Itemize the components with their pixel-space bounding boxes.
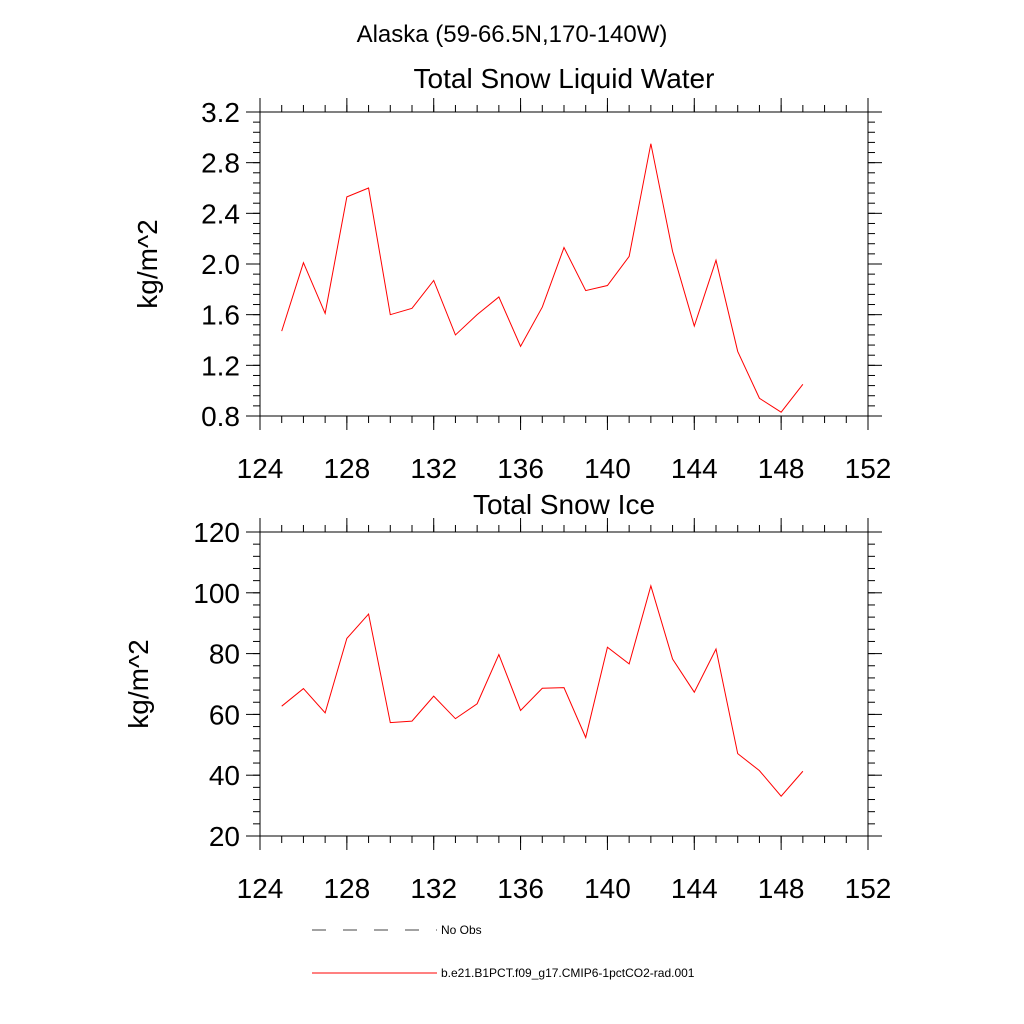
x-tick-label: 148 — [758, 873, 805, 904]
y-tick-label: 100 — [193, 578, 240, 609]
chart-panel-1: Total Snow Liquid Water 124 128 132 136 140 14… — [132, 63, 891, 484]
y-tick-label: 40 — [209, 760, 240, 791]
x-tick-label: 132 — [410, 873, 457, 904]
series-line-1 — [281, 583, 804, 797]
figure-title: Alaska (59-66.5N,170-140W) — [357, 21, 668, 48]
chart-title: Total Snow Liquid Water — [414, 63, 715, 94]
x-tick-label: 124 — [237, 873, 284, 904]
y-tick-label: 2.8 — [201, 148, 240, 179]
x-tick-label: 128 — [323, 873, 370, 904]
y-axis-label: kg/m^2 — [123, 639, 154, 728]
chart-title: Total Snow Ice — [473, 489, 655, 520]
series-line-1 — [281, 143, 804, 413]
y-tick-label: 2.4 — [201, 198, 240, 229]
legend-label-2: b.e21.B1PCT.f09_g17.CMIP6-1pctCO2-rad.00… — [441, 966, 695, 980]
x-tick-label: 132 — [410, 453, 457, 484]
y-tick-label: 120 — [193, 517, 240, 548]
x-tick-label: 140 — [584, 873, 631, 904]
x-tick-label: 136 — [497, 873, 544, 904]
x-tick-label: 136 — [497, 453, 544, 484]
y-tick-label: 20 — [209, 821, 240, 852]
y-tick-label: 1.6 — [201, 300, 240, 331]
y-tick-label: 80 — [209, 639, 240, 670]
y-tick-label: 60 — [209, 699, 240, 730]
x-tick-label: 152 — [845, 873, 892, 904]
legend: No Obs b.e21.B1PCT.f09_g17.CMIP6-1pctCO2-… — [312, 923, 695, 980]
panels: Total Snow Liquid Water 124 128 132 136 140 14… — [123, 63, 891, 904]
y-tick-label: 2.0 — [201, 249, 240, 280]
y-axis-label: kg/m^2 — [132, 219, 163, 308]
x-tick-label: 148 — [758, 453, 805, 484]
chart-panel-2: Total Snow Ice 124 128 132 136 140 144 148 152 20… — [123, 489, 891, 904]
x-tick-label: 124 — [237, 453, 284, 484]
x-tick-label: 140 — [584, 453, 631, 484]
x-tick-label: 144 — [671, 453, 718, 484]
plot-frame — [259, 111, 869, 417]
legend-label-1: No Obs — [441, 923, 482, 937]
x-tick-label: 152 — [845, 453, 892, 484]
y-tick-label: 1.2 — [201, 350, 240, 381]
y-tick-label: 0.8 — [201, 401, 240, 432]
y-tick-label: 3.2 — [201, 97, 240, 128]
x-tick-label: 128 — [323, 453, 370, 484]
x-tick-label: 144 — [671, 873, 718, 904]
